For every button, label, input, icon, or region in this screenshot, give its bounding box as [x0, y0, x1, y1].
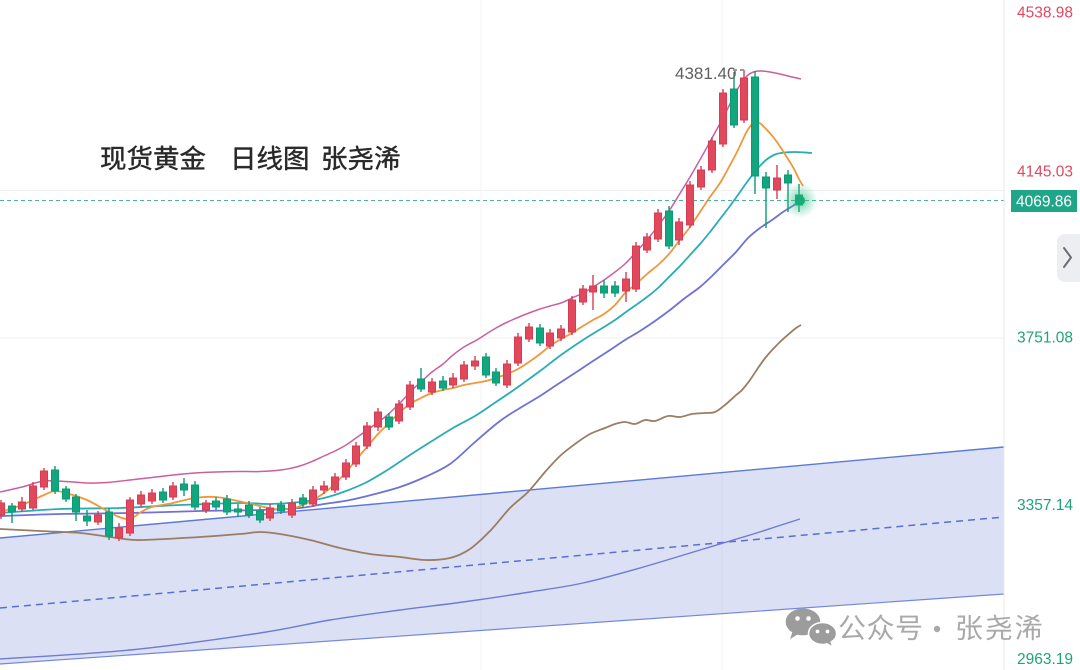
svg-text:3357.14: 3357.14 — [1017, 497, 1073, 514]
svg-text:4069.86: 4069.86 — [1016, 194, 1072, 211]
svg-text:4381.40: 4381.40 — [675, 64, 736, 83]
svg-text:2963.19: 2963.19 — [1017, 651, 1073, 668]
svg-text:4145.03: 4145.03 — [1017, 164, 1073, 181]
svg-text:3751.08: 3751.08 — [1017, 330, 1073, 347]
svg-text:4538.98: 4538.98 — [1017, 5, 1073, 22]
